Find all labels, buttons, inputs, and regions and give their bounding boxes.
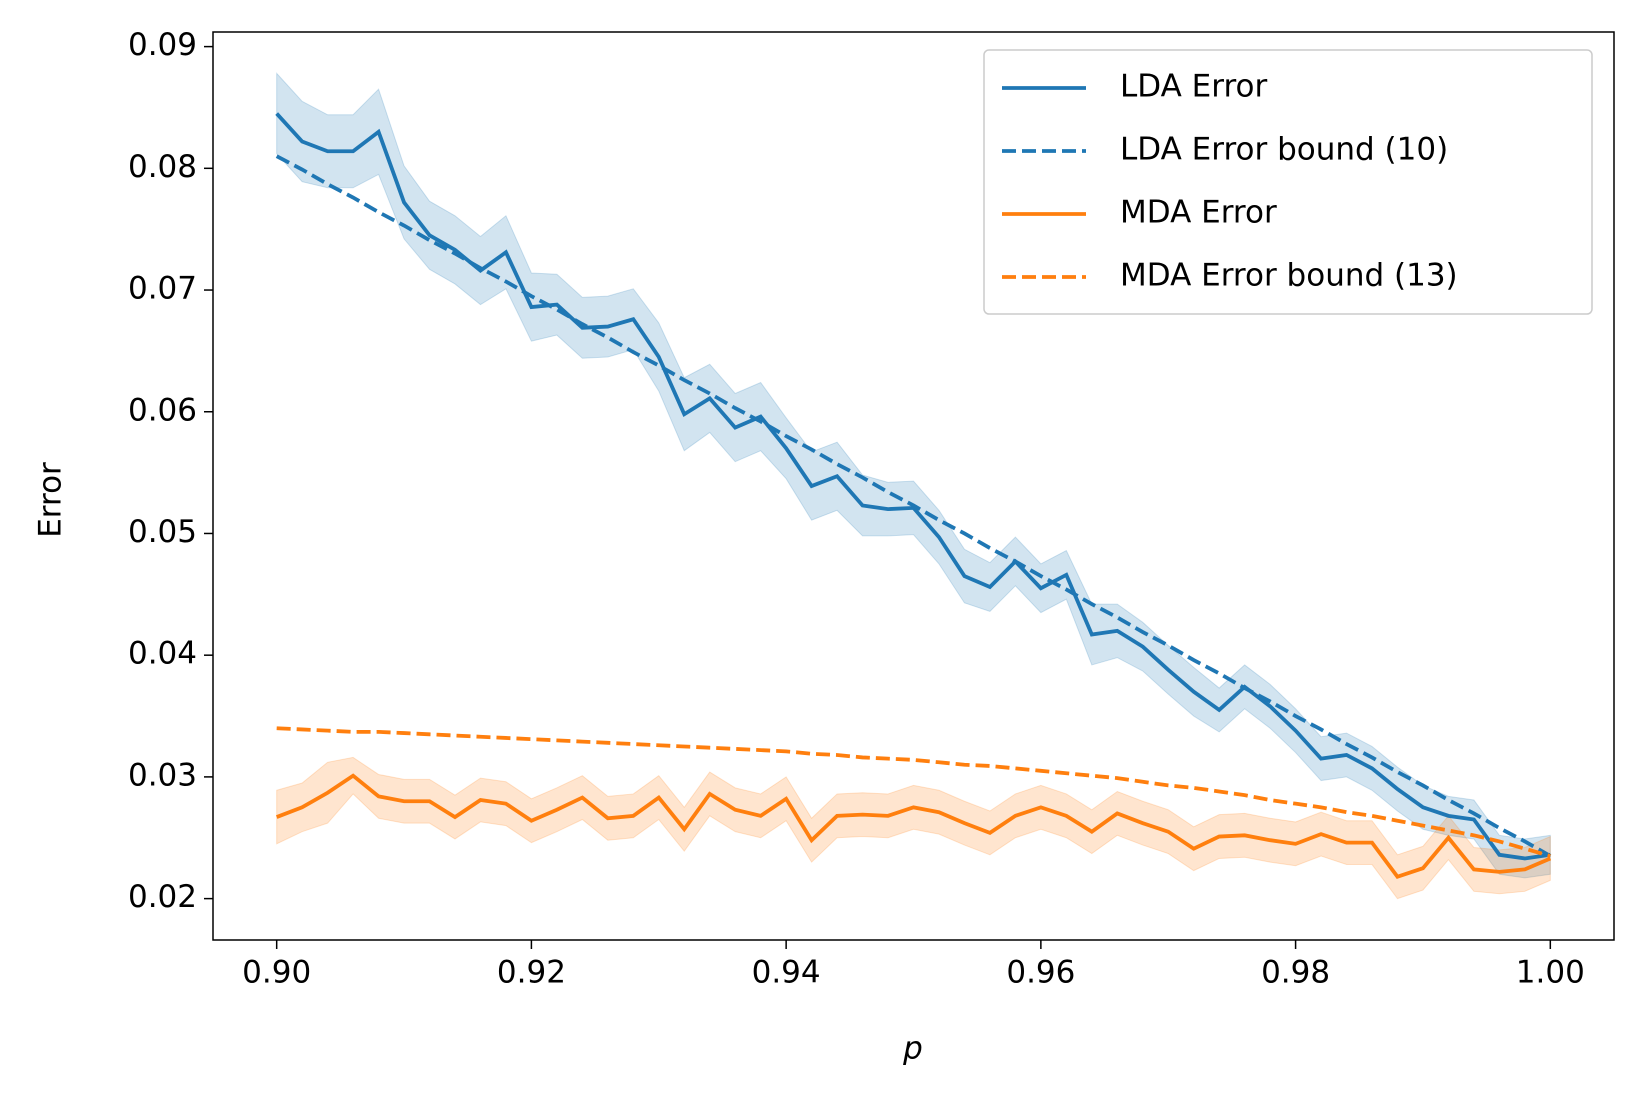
y-tick-label: 0.04 (128, 636, 197, 672)
series-line (275, 112, 1551, 861)
x-axis-label: p (902, 1031, 923, 1067)
series-line (276, 726, 1551, 858)
x-tick-label: 0.90 (242, 955, 311, 991)
legend-label: MDA Error (1120, 195, 1277, 231)
legend-label: MDA Error bound (13) (1120, 258, 1458, 294)
legend-label: LDA Error bound (10) (1120, 132, 1448, 168)
y-tick-label: 0.08 (128, 149, 197, 185)
y-tick-label: 0.03 (128, 757, 197, 793)
y-tick-label: 0.05 (128, 514, 197, 550)
series-line (275, 154, 1552, 858)
x-tick-label: 0.94 (752, 955, 821, 991)
axes-frame (212, 31, 1615, 941)
y-tick-label: 0.02 (128, 879, 197, 915)
y-axis-label: Error (33, 462, 69, 538)
y-tick-label: 0.07 (128, 271, 197, 307)
legend-label: LDA Error (1120, 69, 1267, 105)
x-tick-label: 1.00 (1516, 955, 1585, 991)
y-tick-label: 0.06 (128, 392, 197, 428)
x-tick-label: 0.92 (497, 955, 566, 991)
error-band (276, 756, 1551, 900)
series-line (276, 773, 1552, 879)
error-band (276, 72, 1551, 879)
y-tick-label: 0.09 (128, 27, 197, 63)
plot-area (275, 72, 1552, 900)
x-tick-label: 0.98 (1261, 955, 1330, 991)
x-tick-label: 0.96 (1006, 955, 1075, 991)
legend-box (983, 49, 1593, 315)
